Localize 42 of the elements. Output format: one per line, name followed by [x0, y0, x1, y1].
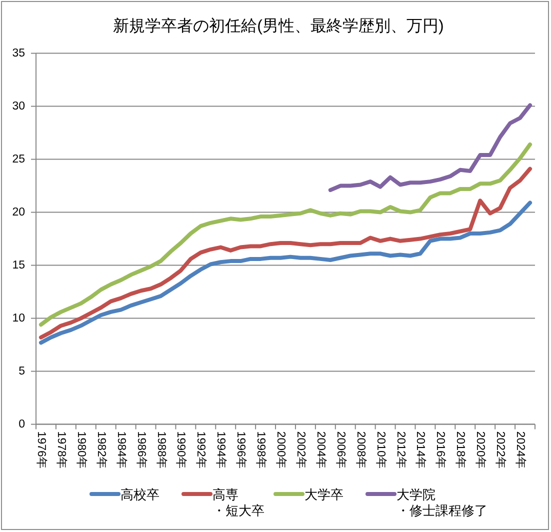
y-tick-label: 30	[12, 100, 25, 112]
x-tick-label: 1990年	[174, 431, 188, 469]
x-tick-label: 1996年	[234, 431, 248, 469]
x-tick-label: 2012年	[394, 431, 408, 469]
x-tick-label: 2006年	[334, 431, 348, 469]
legend-label: 大学院・修士課程修了	[396, 486, 488, 518]
x-tick-label: 2014年	[414, 431, 428, 469]
x-tick-label: 2022年	[494, 431, 508, 469]
x-tick-label: 1976年	[34, 431, 48, 469]
legend-label: 高専・短大卒	[212, 486, 264, 518]
y-tick-label: 25	[12, 153, 25, 166]
y-tick-label: 20	[12, 206, 25, 218]
x-tick-label: 2002年	[294, 431, 308, 469]
x-tick-label: 1986年	[134, 431, 148, 469]
y-tick-label: 10	[12, 312, 25, 324]
x-tick-label: 2010年	[374, 431, 388, 469]
line-series	[38, 166, 532, 340]
y-tick-label: 15	[12, 259, 25, 272]
x-tick-label: 2004年	[314, 431, 328, 469]
x-tick-label: 1992年	[194, 431, 208, 469]
y-tick-label: 5	[18, 365, 25, 378]
x-tick-label: 1988年	[154, 431, 168, 469]
x-tick-label: 1978年	[54, 431, 68, 469]
x-tick-label: 1998年	[254, 431, 268, 469]
y-tick-label: 0	[18, 418, 25, 430]
x-tick-label: 2008年	[354, 431, 368, 469]
x-tick-label: 1984年	[114, 431, 128, 469]
x-tick-label: 1994年	[214, 431, 228, 469]
legend-label: 高校卒	[120, 486, 160, 502]
x-tick-label: 2016年	[434, 431, 448, 469]
line-series	[328, 103, 532, 192]
x-tick-label: 2020年	[474, 431, 488, 469]
line-series	[38, 200, 532, 345]
line-series	[38, 142, 532, 327]
legend-label: 大学卒	[304, 486, 344, 502]
chart-title: 新規学卒者の初任給(男性、最終学歴別、万円)	[113, 17, 444, 35]
x-tick-label: 1982年	[94, 431, 108, 469]
y-tick-label: 35	[12, 47, 25, 60]
x-tick-label: 2024年	[514, 431, 528, 469]
x-tick-label: 2000年	[274, 431, 288, 469]
x-tick-label: 1980年	[74, 431, 88, 469]
x-tick-label: 2018年	[454, 431, 468, 469]
